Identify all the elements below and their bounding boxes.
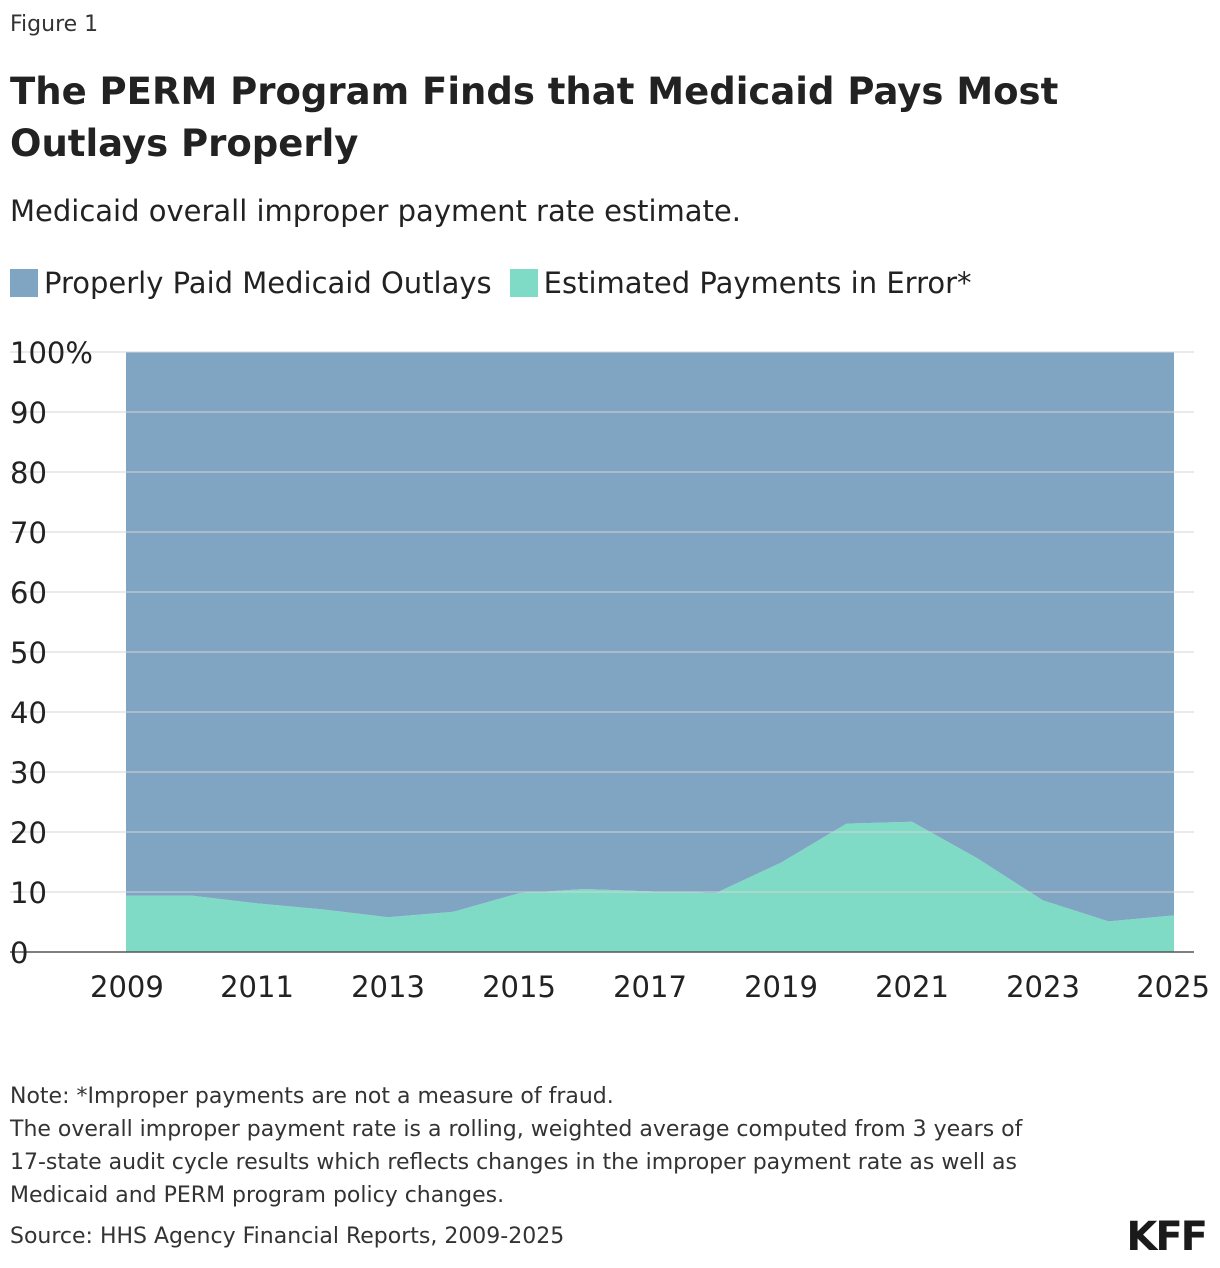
legend-item-payments-in-error: Estimated Payments in Error*	[509, 266, 972, 300]
note-line: 17-state audit cycle results which refle…	[10, 1150, 1018, 1175]
legend-swatch-properly-paid	[10, 269, 38, 297]
chart-subtitle: Medicaid overall improper payment rate e…	[10, 194, 741, 228]
legend-item-properly-paid: Properly Paid Medicaid Outlays	[10, 266, 492, 300]
note-line: Medicaid and PERM program policy changes…	[10, 1183, 505, 1208]
y-tick-label: 100%	[10, 336, 93, 370]
x-tick-label: 2015	[482, 970, 556, 1004]
y-tick-label: 70	[10, 516, 47, 550]
y-tick-label: 40	[10, 696, 47, 730]
legend-swatch-payments-in-error	[509, 269, 538, 297]
y-tick-label: 10	[10, 876, 47, 910]
y-tick-label: 0	[10, 936, 28, 970]
x-tick-label: 2013	[351, 970, 425, 1004]
y-tick-label: 60	[10, 576, 47, 610]
x-tick-label: 2021	[875, 970, 949, 1004]
x-tick-label: 2019	[744, 970, 818, 1004]
chart-title: The PERM Program Finds that Medicaid Pay…	[10, 70, 1059, 165]
kff-logo: KFF	[1126, 1214, 1208, 1260]
legend: Properly Paid Medicaid Outlays Estimated…	[10, 266, 990, 300]
y-tick-label: 90	[10, 396, 47, 430]
source-line: Source: HHS Agency Financial Reports, 20…	[10, 1224, 565, 1249]
area-series-0	[126, 821, 1174, 952]
area-chart: 0 10 20 30 40 50 60 70 80 90 100% 2009 2011 2013 2015 2…	[10, 336, 1210, 1004]
legend-label-properly-paid: Properly Paid Medicaid Outlays	[44, 266, 492, 300]
x-tick-label: 2025	[1136, 970, 1210, 1004]
y-tick-label: 30	[10, 756, 47, 790]
note-line: The overall improper payment rate is a r…	[10, 1117, 1023, 1142]
x-tick-label: 2023	[1006, 970, 1080, 1004]
y-tick-label: 80	[10, 456, 47, 490]
notes: Note: *Improper payments are not a measu…	[10, 1080, 1110, 1212]
area-series-1	[126, 352, 1174, 922]
x-tick-label: 2009	[90, 970, 164, 1004]
y-tick-label: 50	[10, 636, 47, 670]
figure-label: Figure 1	[10, 12, 99, 37]
y-tick-label: 20	[10, 816, 47, 850]
x-tick-label: 2011	[220, 970, 294, 1004]
legend-label-payments-in-error: Estimated Payments in Error*	[543, 266, 972, 300]
x-tick-label: 2017	[613, 970, 687, 1004]
note-line: Note: *Improper payments are not a measu…	[10, 1084, 614, 1109]
